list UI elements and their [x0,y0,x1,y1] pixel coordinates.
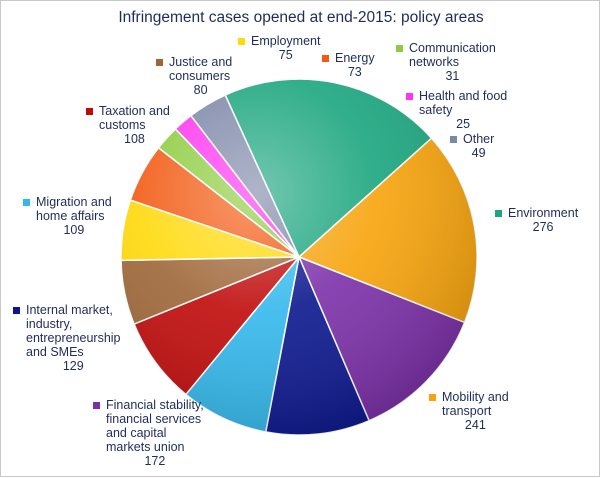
slice-value: 109 [63,223,85,237]
slice-label: Justice and consumers 80 [156,55,232,97]
slice-label-block: Energy 73 [335,51,375,79]
slice-label-text: Health and food safety [419,89,508,117]
slice-label-block: Migration and home affairs 109 [36,195,112,237]
slice-label-block: Employment 75 [251,34,320,62]
legend-swatch [322,55,329,62]
slice-label-text: Other [463,132,495,146]
slice-label-text: Justice and consumers [169,55,233,83]
slice-value: 73 [347,65,362,79]
slice-label: Migration and home affairs 109 [23,195,112,237]
slice-label-block: Health and food safety 25 [419,89,507,131]
legend-swatch [406,93,413,100]
slice-value: 80 [193,83,208,97]
slice-label-text: Internal market, industry, entrepreneurs… [26,303,121,359]
slice-value: 241 [464,418,486,432]
slice-value: 25 [456,117,471,131]
slice-label: Health and food safety 25 [406,89,507,131]
legend-swatch [156,59,163,66]
slice-label: Communication networks 31 [396,41,496,83]
legend-swatch [23,199,30,206]
slice-label-text: Mobility and transport [442,390,509,418]
slice-value: 75 [278,48,293,62]
slice-label-block: Justice and consumers 80 [169,55,232,97]
legend-swatch [429,394,436,401]
slice-label-text: Employment [251,34,321,48]
slice-label-block: Mobility and transport 241 [442,390,509,432]
chart-title: Infringement cases opened at end-2015: p… [118,9,484,26]
slice-value: 172 [144,454,166,468]
slice-label: Financial stability, financial services … [93,398,204,468]
slice-value: 49 [471,146,486,160]
slice-label-text: Migration and home affairs [36,195,112,223]
slice-value: 276 [532,220,554,234]
slice-value: 129 [62,359,84,373]
slice-label-text: Financial stability, financial services … [106,398,204,454]
slice-label: Internal market, industry, entrepreneurs… [13,303,121,373]
slice-value: 31 [445,69,460,83]
slice-label-text: Energy [335,51,375,65]
legend-swatch [13,307,20,314]
slice-label-block: Taxation and customs 108 [99,104,170,146]
slice-label-block: Other 49 [463,132,494,160]
legend-swatch [396,45,403,52]
legend-swatch [495,210,502,217]
legend-swatch [93,402,100,409]
slice-label-text: Environment [508,206,579,220]
slice-label-block: Environment 276 [508,206,578,234]
slice-label: Environment 276 [495,206,578,234]
slice-label-block: Internal market, industry, entrepreneurs… [26,303,121,373]
slice-label: Other 49 [450,132,494,160]
legend-swatch [238,38,245,45]
slice-label-text: Communication networks [409,41,496,69]
slice-label: Energy 73 [322,51,375,79]
slice-label-text: Taxation and customs [99,104,170,132]
slice-label: Employment 75 [238,34,320,62]
legend-swatch [450,136,457,143]
slice-label-block: Financial stability, financial services … [106,398,204,468]
slice-value: 108 [124,132,145,146]
slice-label: Mobility and transport 241 [429,390,509,432]
legend-swatch [86,108,93,115]
slice-label: Taxation and customs 108 [86,104,170,146]
slice-label-block: Communication networks 31 [409,41,496,83]
